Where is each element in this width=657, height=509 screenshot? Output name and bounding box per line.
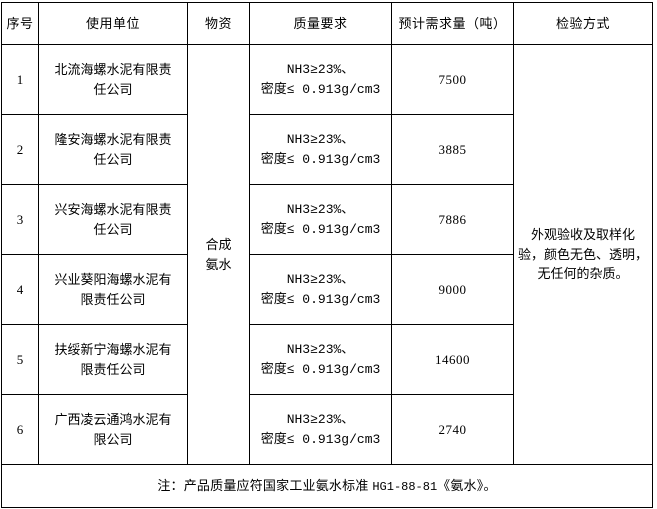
quality-requirement-nh3: NH3≥23%、 xyxy=(286,412,355,427)
using-unit-line-2: 任公司 xyxy=(93,151,133,167)
inspection-method: 外观验收及取样化 验，颜色无色、透明， 无任何的杂质。 xyxy=(513,44,653,465)
quality-requirement-nh3: NH3≥23%、 xyxy=(286,272,355,287)
estimated-quantity: 2740 xyxy=(391,394,514,465)
using-unit-line-1: 广西凌云通鸿水泥有 xyxy=(54,412,172,427)
using-unit-line-1: 隆安海螺水泥有限责 xyxy=(54,132,172,147)
using-unit-name: 北流海螺水泥有限责 任公司 xyxy=(38,44,188,115)
quality-requirement: NH3≥23%、 密度≤ 0.913g/cm3 xyxy=(249,114,392,185)
quality-requirement-density: 密度≤ 0.913g/cm3 xyxy=(260,431,381,447)
estimated-quantity: 7500 xyxy=(391,44,514,115)
quality-requirement-density: 密度≤ 0.913g/cm3 xyxy=(260,361,381,377)
table-footnote-standard-code: HG1-88-81 xyxy=(372,480,438,494)
quality-requirement-nh3: NH3≥23%、 xyxy=(286,132,355,147)
using-unit-name: 扶绥新宁海螺水泥有 限责任公司 xyxy=(38,324,188,395)
quality-requirement: NH3≥23%、 密度≤ 0.913g/cm3 xyxy=(249,254,392,325)
column-header-检验方式: 检验方式 xyxy=(513,2,653,45)
using-unit-name: 广西凌云通鸿水泥有 限公司 xyxy=(38,394,188,465)
column-header-序号: 序号 xyxy=(1,2,39,45)
using-unit-line-2: 限公司 xyxy=(93,431,133,447)
estimated-quantity: 9000 xyxy=(391,254,514,325)
table-header: 序号 使用单位 物资 质量要求 预计需求量（吨） 检验方式 xyxy=(1,2,653,45)
material-line-2: 氨水 xyxy=(205,256,232,272)
material-name: 合成 氨水 xyxy=(187,44,250,465)
table-row: 1 北流海螺水泥有限责 任公司 合成 氨水 NH3≥23%、 密度≤ 0.913… xyxy=(1,44,653,465)
column-header-物资: 物资 xyxy=(187,2,250,45)
table-row: 4 兴业葵阳海螺水泥有 限责任公司 NH3≥23%、 密度≤ 0.913g/cm… xyxy=(1,254,653,325)
quality-requirement: NH3≥23%、 密度≤ 0.913g/cm3 xyxy=(249,184,392,255)
table-footnote-prefix: 注：产品质量应符国家工业氨水标准 xyxy=(157,478,373,493)
using-unit-line-2: 限责任公司 xyxy=(80,291,146,307)
using-unit-name: 兴安海螺水泥有限责 任公司 xyxy=(38,184,188,255)
quality-requirement-nh3: NH3≥23%、 xyxy=(286,62,355,77)
quality-requirement: NH3≥23%、 密度≤ 0.913g/cm3 xyxy=(249,394,392,465)
quality-requirement-density: 密度≤ 0.913g/cm3 xyxy=(260,221,381,237)
using-unit-line-1: 北流海螺水泥有限责 xyxy=(54,62,172,77)
material-line-1: 合成 xyxy=(205,237,232,252)
using-unit-line-1: 兴业葵阳海螺水泥有 xyxy=(54,272,172,287)
table-row: 2 隆安海螺水泥有限责 任公司 NH3≥23%、 密度≤ 0.913g/cm3 … xyxy=(1,114,653,185)
inspection-method-line-2: 验，颜色无色、透明， xyxy=(517,246,648,262)
column-header-质量要求: 质量要求 xyxy=(249,2,392,45)
table-footnote: 注：产品质量应符国家工业氨水标准 HG1-88-81《氨水》。 xyxy=(1,464,653,508)
using-unit-name: 隆安海螺水泥有限责 任公司 xyxy=(38,114,188,185)
quality-requirement: NH3≥23%、 密度≤ 0.913g/cm3 xyxy=(249,44,392,115)
quality-requirement-nh3: NH3≥23%、 xyxy=(286,202,355,217)
using-unit-line-1: 扶绥新宁海螺水泥有 xyxy=(54,342,172,357)
row-number: 1 xyxy=(1,44,39,115)
using-unit-line-2: 任公司 xyxy=(93,221,133,237)
inspection-method-line-3: 无任何的杂质。 xyxy=(537,266,629,282)
inspection-method-line-1: 外观验收及取样化 xyxy=(530,227,635,243)
quality-requirement-density: 密度≤ 0.913g/cm3 xyxy=(260,291,381,307)
column-header-使用单位: 使用单位 xyxy=(38,2,188,45)
estimated-quantity: 14600 xyxy=(391,324,514,395)
table-row: 6 广西凌云通鸿水泥有 限公司 NH3≥23%、 密度≤ 0.913g/cm3 … xyxy=(1,394,653,465)
using-unit-line-1: 兴安海螺水泥有限责 xyxy=(54,202,172,217)
quality-requirement: NH3≥23%、 密度≤ 0.913g/cm3 xyxy=(249,324,392,395)
estimated-quantity: 3885 xyxy=(391,114,514,185)
using-unit-line-2: 任公司 xyxy=(93,81,133,97)
table-note-row: 注：产品质量应符国家工业氨水标准 HG1-88-81《氨水》。 xyxy=(1,464,653,508)
table-row: 3 兴安海螺水泥有限责 任公司 NH3≥23%、 密度≤ 0.913g/cm3 … xyxy=(1,184,653,255)
table-body: 1 北流海螺水泥有限责 任公司 合成 氨水 NH3≥23%、 密度≤ 0.913… xyxy=(1,44,653,508)
row-number: 5 xyxy=(1,324,39,395)
column-header-预计需求量: 预计需求量（吨） xyxy=(391,2,514,45)
using-unit-name: 兴业葵阳海螺水泥有 限责任公司 xyxy=(38,254,188,325)
quality-requirement-density: 密度≤ 0.913g/cm3 xyxy=(260,81,381,97)
estimated-quantity: 7886 xyxy=(391,184,514,255)
row-number: 4 xyxy=(1,254,39,325)
using-unit-line-2: 限责任公司 xyxy=(80,361,146,377)
table-footnote-suffix: 《氨水》。 xyxy=(437,478,497,493)
quality-requirement-density: 密度≤ 0.913g/cm3 xyxy=(260,151,381,167)
row-number: 6 xyxy=(1,394,39,465)
table-header-row: 序号 使用单位 物资 质量要求 预计需求量（吨） 检验方式 xyxy=(1,2,653,45)
quality-requirement-nh3: NH3≥23%、 xyxy=(286,342,355,357)
row-number: 3 xyxy=(1,184,39,255)
row-number: 2 xyxy=(1,114,39,185)
